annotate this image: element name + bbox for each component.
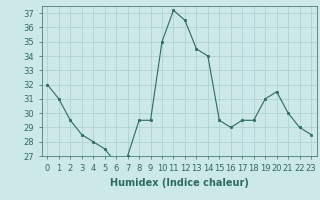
X-axis label: Humidex (Indice chaleur): Humidex (Indice chaleur) — [110, 178, 249, 188]
